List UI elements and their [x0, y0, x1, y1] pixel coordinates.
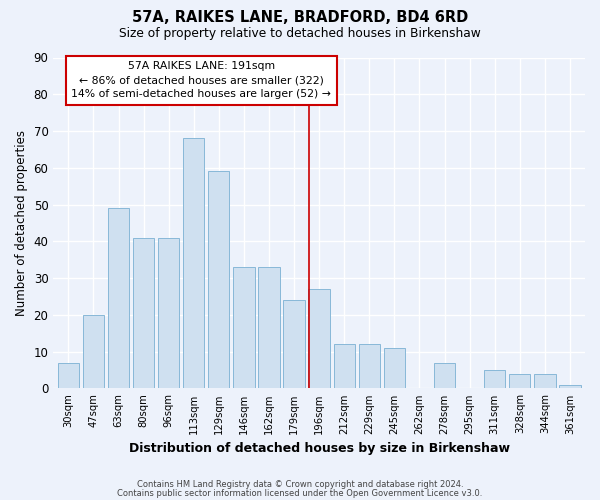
- Bar: [509, 374, 530, 388]
- Bar: [534, 374, 556, 388]
- Bar: [133, 238, 154, 388]
- Bar: [208, 172, 229, 388]
- Bar: [484, 370, 505, 388]
- Bar: [108, 208, 129, 388]
- Text: Size of property relative to detached houses in Birkenshaw: Size of property relative to detached ho…: [119, 28, 481, 40]
- Bar: [384, 348, 405, 389]
- Bar: [183, 138, 205, 388]
- Bar: [434, 362, 455, 388]
- Bar: [359, 344, 380, 389]
- X-axis label: Distribution of detached houses by size in Birkenshaw: Distribution of detached houses by size …: [128, 442, 509, 455]
- Bar: [308, 289, 330, 388]
- Text: 57A RAIKES LANE: 191sqm
← 86% of detached houses are smaller (322)
14% of semi-d: 57A RAIKES LANE: 191sqm ← 86% of detache…: [71, 61, 331, 99]
- Bar: [334, 344, 355, 389]
- Bar: [158, 238, 179, 388]
- Bar: [58, 362, 79, 388]
- Bar: [283, 300, 305, 388]
- Bar: [259, 267, 280, 388]
- Bar: [233, 267, 254, 388]
- Text: 57A, RAIKES LANE, BRADFORD, BD4 6RD: 57A, RAIKES LANE, BRADFORD, BD4 6RD: [132, 10, 468, 25]
- Text: Contains HM Land Registry data © Crown copyright and database right 2024.: Contains HM Land Registry data © Crown c…: [137, 480, 463, 489]
- Text: Contains public sector information licensed under the Open Government Licence v3: Contains public sector information licen…: [118, 488, 482, 498]
- Bar: [559, 385, 581, 388]
- Y-axis label: Number of detached properties: Number of detached properties: [15, 130, 28, 316]
- Bar: [83, 315, 104, 388]
